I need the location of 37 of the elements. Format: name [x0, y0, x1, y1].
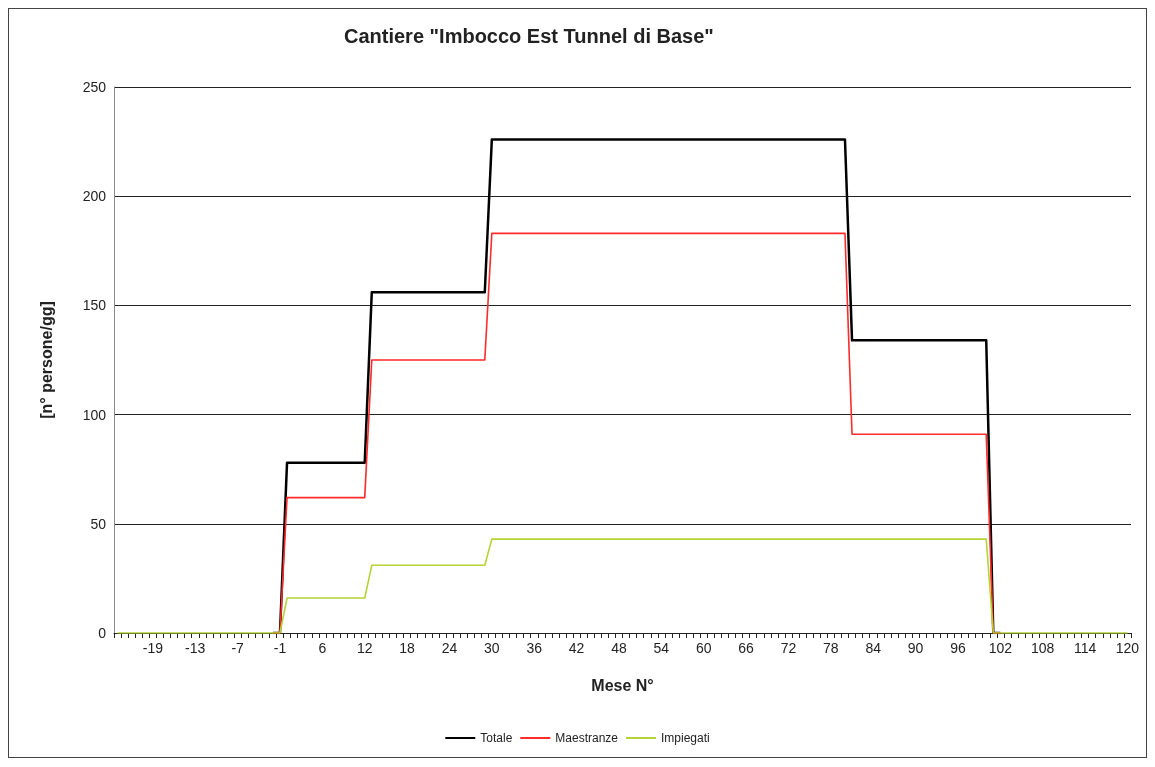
- x-tick-label: 78: [823, 640, 839, 656]
- x-tick-label: 108: [1031, 640, 1055, 656]
- x-tick-label: 102: [988, 640, 1013, 656]
- x-tick-label: 114: [1073, 640, 1097, 656]
- legend-label: Totale: [480, 731, 513, 745]
- y-tick-label: 100: [82, 406, 107, 423]
- x-tick-label: 54: [653, 640, 670, 656]
- x-tick-label: 6: [318, 640, 327, 656]
- y-tick-label: 200: [82, 188, 107, 205]
- x-tick-label: -7: [231, 640, 245, 656]
- x-axis-title: Mese N°: [591, 676, 654, 694]
- x-tick-label: 60: [695, 640, 712, 656]
- x-tick-label: 30: [484, 640, 500, 656]
- x-tick-label: 96: [950, 640, 966, 656]
- x-tick-label: 48: [611, 640, 627, 656]
- x-tick-label: 42: [568, 640, 585, 656]
- y-tick-label: 50: [90, 515, 107, 532]
- x-tick-label: 24: [441, 640, 458, 656]
- x-tick-label: 36: [526, 640, 543, 656]
- x-tick-label: 18: [399, 640, 416, 656]
- y-tick-label: 0: [98, 625, 107, 641]
- chart-title: Cantiere "Imbocco Est Tunnel di Base": [344, 25, 714, 47]
- x-tick-label: 120: [1115, 640, 1140, 656]
- x-tick-label: -13: [185, 640, 206, 656]
- x-tick-label: 90: [907, 640, 924, 656]
- x-tick-label: -1: [273, 640, 287, 656]
- y-tick-label: 150: [82, 297, 107, 314]
- y-axis-title: [n° persone/gg]: [37, 301, 55, 419]
- x-tick-label: 72: [780, 640, 797, 656]
- x-tick-label: -19: [142, 640, 164, 656]
- legend-label: Impiegati: [661, 731, 710, 745]
- y-tick-label: 250: [82, 79, 107, 95]
- legend-label: Maestranze: [555, 731, 619, 745]
- x-tick-label: 66: [738, 640, 755, 656]
- x-tick-label: 12: [356, 640, 373, 656]
- x-tick-label: 84: [865, 640, 882, 656]
- line-series: [116, 538, 1129, 634]
